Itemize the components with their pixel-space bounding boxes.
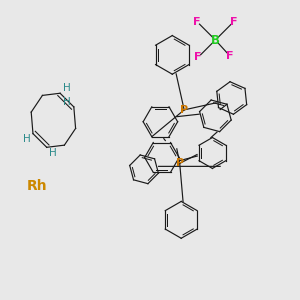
Text: Rh: Rh xyxy=(27,179,47,193)
Text: B: B xyxy=(211,34,220,46)
Text: F: F xyxy=(230,16,238,27)
Text: P: P xyxy=(176,158,184,168)
Text: F: F xyxy=(193,16,201,27)
Text: H: H xyxy=(63,83,70,93)
Text: F: F xyxy=(226,51,234,62)
Text: H: H xyxy=(63,97,71,106)
Text: F: F xyxy=(194,52,202,62)
Text: H: H xyxy=(22,134,30,144)
Text: P: P xyxy=(180,105,188,115)
Text: H: H xyxy=(50,148,57,158)
